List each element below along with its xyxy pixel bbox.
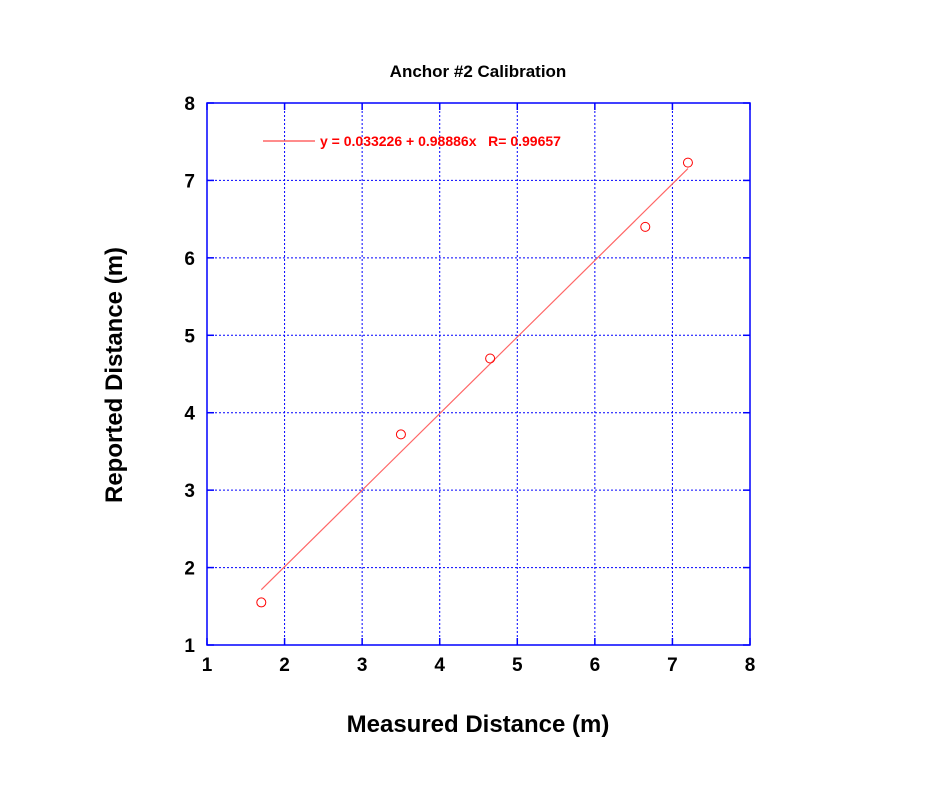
plot-frame xyxy=(206,102,751,646)
data-point xyxy=(256,597,267,608)
y-tick-label: 5 xyxy=(184,326,195,347)
x-tick-label: 5 xyxy=(512,655,523,676)
x-axis-label: Measured Distance (m) xyxy=(347,711,610,738)
x-tick-label: 8 xyxy=(745,655,756,676)
x-tick-label: 7 xyxy=(667,655,678,676)
y-tick-label: 1 xyxy=(184,636,195,657)
x-tick-label: 1 xyxy=(202,655,213,676)
x-tick-label: 3 xyxy=(357,655,368,676)
legend-label: y = 0.033226 + 0.98886x R= 0.99657 xyxy=(320,133,561,149)
x-tick-label: 2 xyxy=(279,655,290,676)
x-tick-label: 4 xyxy=(434,655,445,676)
data-points xyxy=(256,157,693,608)
y-tick-label: 8 xyxy=(184,94,195,115)
y-tick-label: 3 xyxy=(184,481,195,502)
data-point xyxy=(640,221,651,232)
grid xyxy=(207,103,750,645)
data-point xyxy=(682,157,693,168)
data-point xyxy=(485,353,496,364)
legend: y = 0.033226 + 0.98886x R= 0.99657 xyxy=(263,133,561,149)
y-tick-label: 4 xyxy=(184,404,195,425)
chart-title: Anchor #2 Calibration xyxy=(390,62,567,81)
y-axis-label: Reported Distance (m) xyxy=(101,247,128,503)
x-tick-labels: 1 2 3 4 5 6 7 8 xyxy=(202,655,756,676)
x-tick-label: 6 xyxy=(590,655,601,676)
y-tick-label: 2 xyxy=(184,559,195,580)
y-tick-labels: 1 2 3 4 5 6 7 8 xyxy=(184,94,195,657)
y-tick-label: 6 xyxy=(184,249,195,270)
axis-ticks xyxy=(206,102,751,646)
fit-line xyxy=(260,168,689,591)
data-point xyxy=(395,429,406,440)
y-tick-label: 7 xyxy=(184,171,195,192)
